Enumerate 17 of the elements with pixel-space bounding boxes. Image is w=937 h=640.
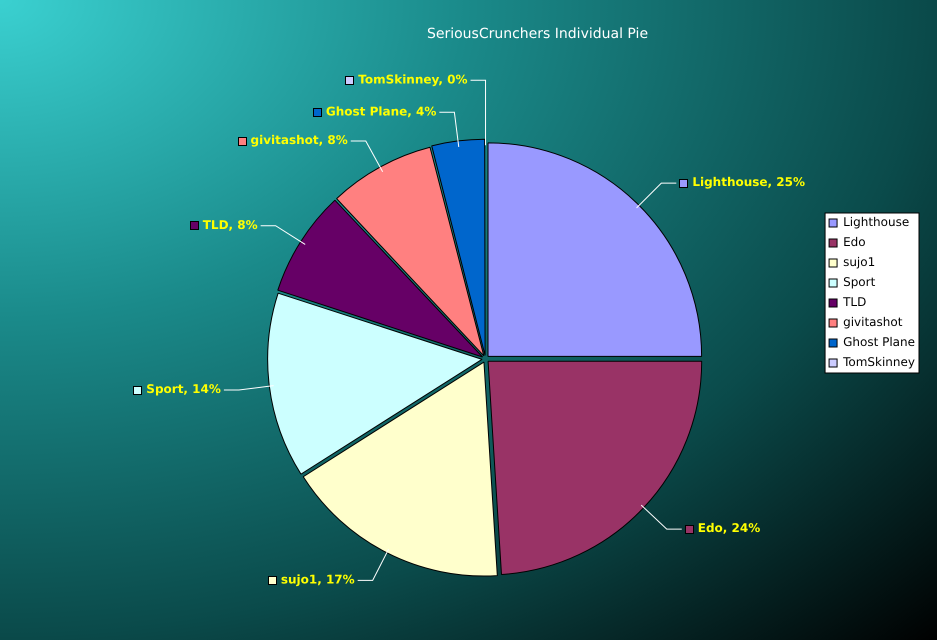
- data-label: givitashot, 8%: [250, 133, 348, 148]
- legend-label: TLD: [842, 295, 866, 310]
- legend-label: Lighthouse: [843, 215, 910, 230]
- data-label: TLD, 8%: [202, 218, 258, 232]
- data-label: Lighthouse, 25%: [692, 175, 806, 190]
- data-label: Sport, 14%: [146, 382, 221, 396]
- text: TomSkinney, 0%: [358, 72, 468, 86]
- data-label: Ghost Plane, 4%: [326, 104, 436, 118]
- legend-label: sujo1: [843, 255, 876, 270]
- legend-label: givitashot: [843, 315, 903, 330]
- legend-label: Ghost Plane: [843, 335, 916, 350]
- legend-label: Edo: [843, 235, 866, 250]
- legend-label: Sport: [843, 275, 876, 290]
- data-label: sujo1, 17%: [280, 572, 355, 587]
- data-label: Edo, 24%: [698, 521, 760, 536]
- chart-title: SeriousCrunchers Individual Pie: [426, 26, 648, 42]
- legend-label: TomSkinney: [842, 355, 915, 370]
